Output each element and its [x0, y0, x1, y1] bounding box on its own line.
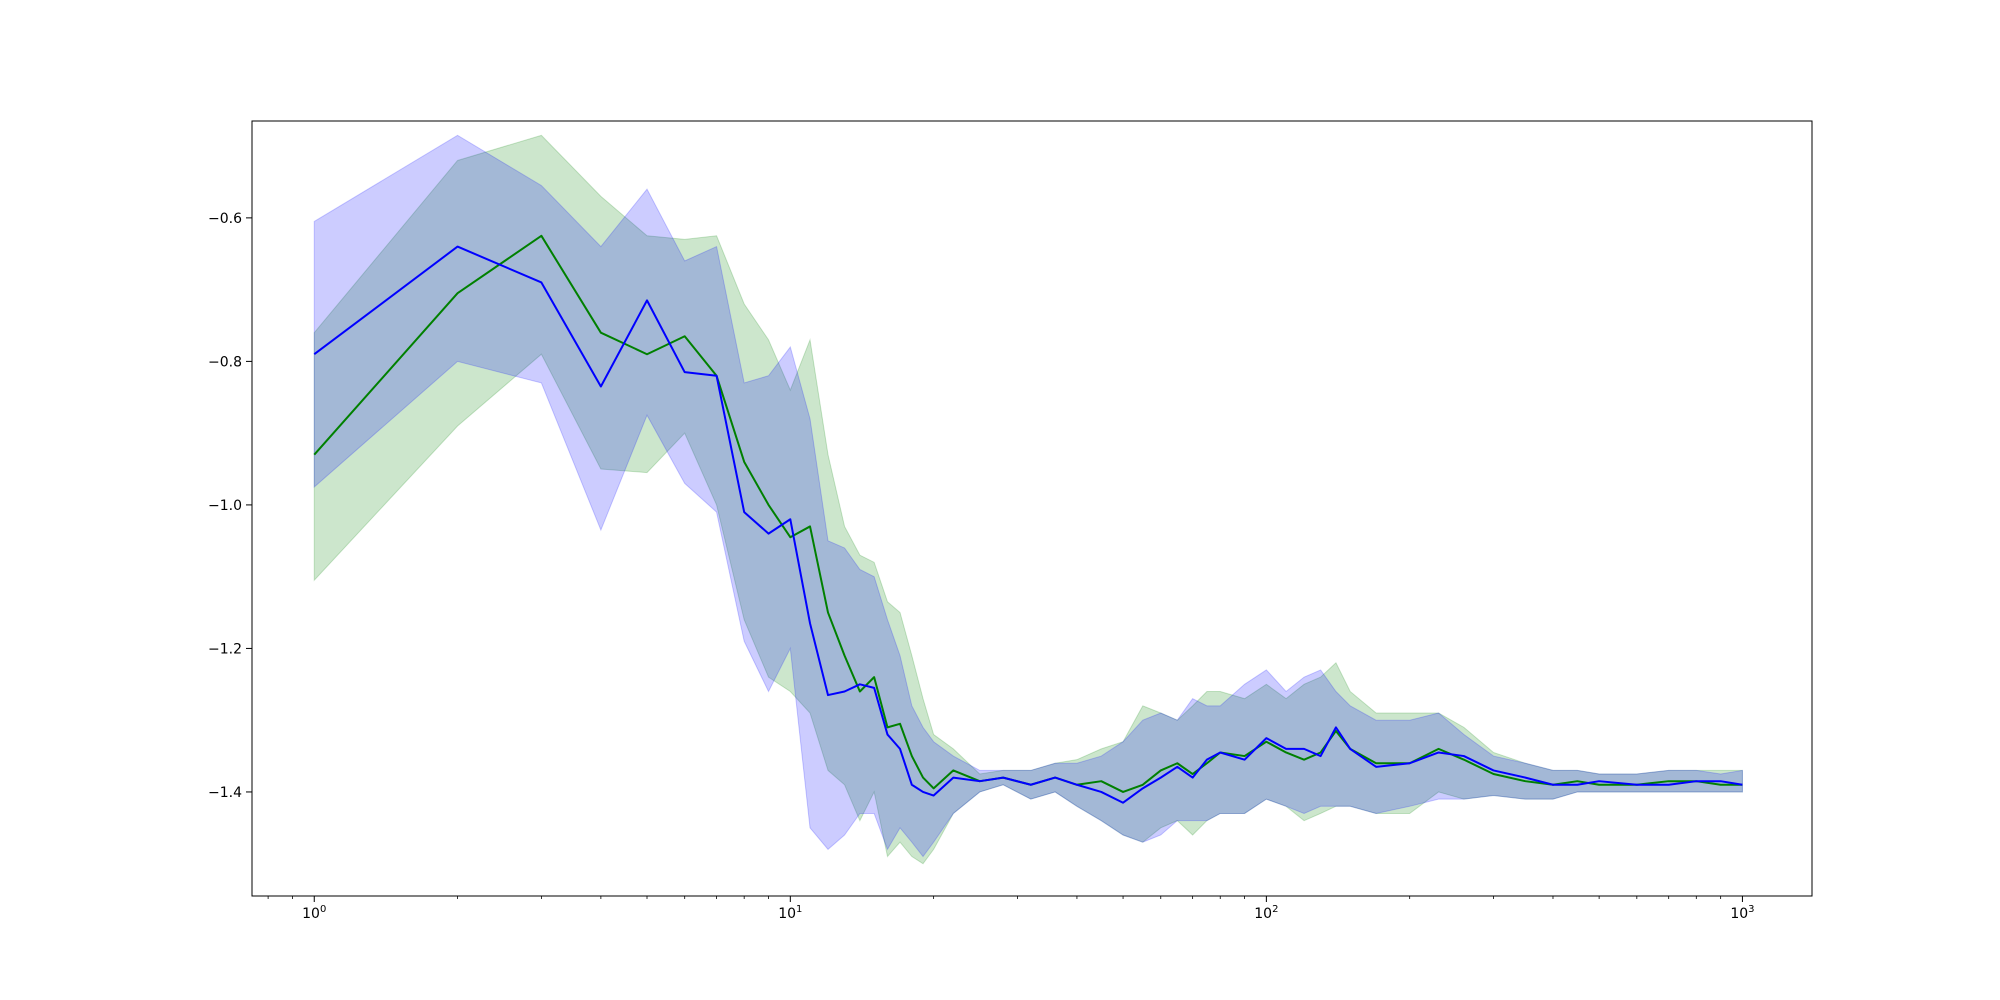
series-2-band	[313, 134, 1743, 858]
series-1-band	[313, 134, 1743, 865]
series-1-line	[313, 234, 1743, 793]
series-lines	[313, 234, 1743, 804]
x-tick-label: 102	[1254, 904, 1278, 922]
confidence-bands	[313, 134, 1743, 865]
series-2-line	[313, 245, 1743, 804]
x-tick-label: 103	[1730, 904, 1754, 922]
x-tick-label: 100	[302, 904, 326, 922]
y-axis: −0.6 −0.8 −1.0 −1.2 −1.4	[208, 211, 252, 801]
y-tick-label: −1.2	[208, 641, 242, 657]
y-tick-label: −0.8	[208, 354, 242, 370]
plot-frame	[251, 120, 1813, 897]
y-tick-label: −1.0	[208, 498, 242, 514]
y-tick-label: −0.6	[208, 211, 242, 227]
y-tick-label: −1.4	[208, 785, 242, 801]
x-axis: 100 101 102 103	[267, 896, 1755, 922]
x-tick-label: 101	[778, 904, 802, 922]
